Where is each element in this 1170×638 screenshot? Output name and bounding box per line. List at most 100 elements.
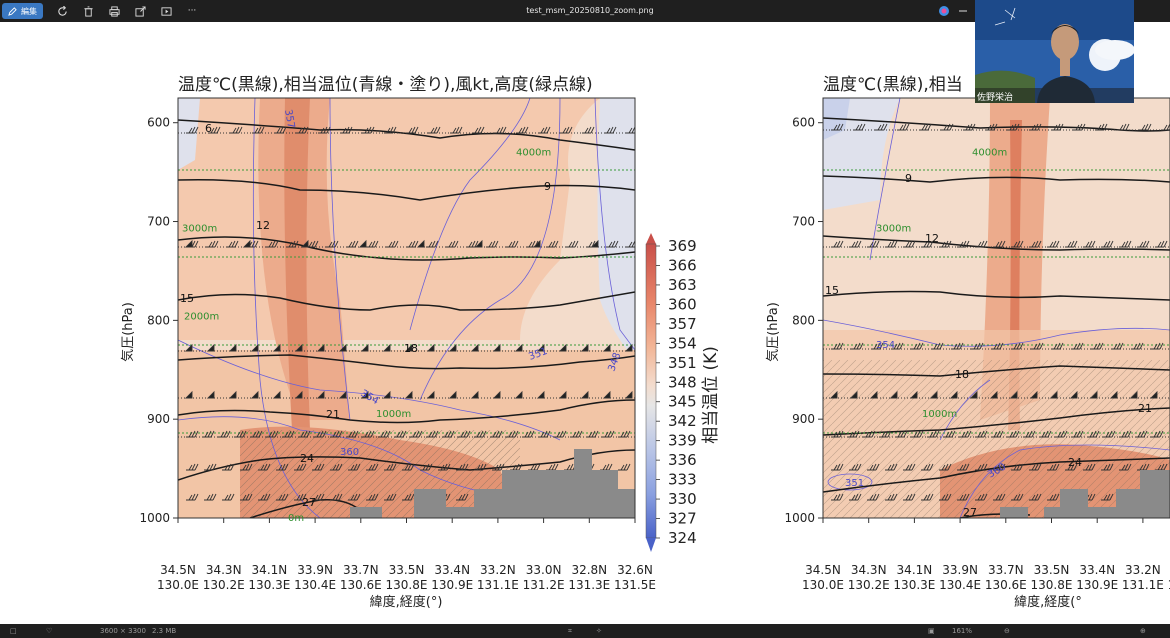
wind-barb [406, 240, 419, 248]
colorbar: 3693663633603573543513483453423393363333… [645, 233, 721, 552]
wind-barb [885, 463, 898, 471]
wind-barb [394, 430, 407, 438]
x-tick-lon: 130.4E [294, 578, 336, 592]
y-tick-label: 700 [147, 215, 170, 229]
wind-barb [847, 430, 860, 438]
adjust-icon[interactable]: ✧ [596, 627, 602, 635]
wind-barb [1071, 430, 1084, 438]
wind-barb [831, 463, 844, 471]
copilot-icon[interactable] [938, 5, 950, 17]
wind-barb [560, 126, 573, 134]
video-call-overlay[interactable]: 佐野栄治 [975, 0, 1134, 103]
wind-barb [626, 126, 635, 134]
wind-barb [991, 430, 1004, 438]
wind-barb [416, 239, 425, 248]
wind-barb [1119, 430, 1132, 438]
wind-barb [346, 240, 359, 248]
favorite-icon[interactable]: ♡ [46, 627, 53, 635]
wind-barb [1129, 390, 1138, 399]
more-icon: ··· [187, 6, 197, 16]
wind-barb [208, 126, 221, 134]
wind-barb [522, 430, 535, 438]
wind-barb [326, 240, 339, 248]
colorbar-tick-label: 324 [668, 529, 697, 547]
share-button[interactable] [129, 0, 151, 22]
wind-barb [582, 126, 595, 134]
x-tick-lat: 34.1N [252, 563, 288, 577]
wind-barb [314, 430, 327, 438]
info-icon[interactable]: □ [10, 627, 17, 635]
wind-barb [316, 343, 325, 352]
y-tick-label: 900 [792, 412, 815, 426]
rotate-button[interactable] [51, 0, 73, 22]
wind-barb [1103, 430, 1116, 438]
wind-barb [330, 493, 343, 501]
theta-fill-cool-corner [178, 98, 200, 170]
wind-barb [386, 240, 399, 248]
wind-barb [911, 430, 924, 438]
minimize-icon[interactable] [958, 6, 968, 16]
more-button[interactable]: ··· [181, 0, 203, 22]
x-tick-lon: 130.9E [1076, 578, 1118, 592]
wind-barb [903, 240, 916, 248]
wind-barb [1029, 493, 1042, 501]
wind-barb [1151, 430, 1164, 438]
wind-barb [624, 390, 633, 399]
slideshow-button[interactable] [155, 0, 177, 22]
wind-barb [470, 390, 479, 399]
wind-barb [312, 493, 325, 501]
wind-barb [991, 342, 1004, 350]
wind-barb [1007, 430, 1020, 438]
x-tick-lon: 130.8E [386, 578, 428, 592]
wind-barb [1055, 430, 1068, 438]
height-line-label: 2000m [184, 311, 219, 322]
zoom-out-icon[interactable]: ⊖ [1004, 627, 1010, 635]
zoom-in-icon[interactable]: ⊕ [1140, 627, 1146, 635]
wind-barb [1011, 463, 1024, 471]
wind-barb [206, 343, 215, 352]
fit-icon[interactable]: ▣ [928, 627, 935, 635]
wind-barb [885, 240, 898, 248]
wind-barb [294, 463, 307, 471]
rotate-icon [57, 5, 67, 16]
wind-barb [474, 430, 487, 438]
x-tick-lon: 130.2E [848, 578, 890, 592]
x-tick-lat: 34.1N [897, 563, 933, 577]
wind-barb [941, 123, 954, 131]
edit-button[interactable]: 編集 [2, 3, 43, 19]
theta-e-label: 357 [282, 109, 296, 130]
wind-barb [895, 430, 908, 438]
delete-button[interactable] [77, 0, 99, 22]
x-axis-right: 34.5N130.0E34.3N130.2E34.1N130.3E33.9N13… [802, 518, 1170, 592]
wind-barb [538, 126, 551, 134]
wind-barb [294, 390, 303, 399]
wind-barb [869, 390, 878, 399]
wind-barb [450, 126, 463, 134]
wind-barb [258, 463, 271, 471]
wind-barb [272, 390, 281, 399]
wind-barb [438, 463, 451, 471]
colorbar-tick-label: 339 [668, 432, 697, 450]
wind-barb [362, 126, 375, 134]
wind-barb [240, 493, 253, 501]
wind-barb [919, 123, 932, 131]
zoom-level[interactable]: 161% [952, 627, 973, 635]
wind-barb [486, 240, 499, 248]
wind-barb [446, 240, 459, 248]
y-axis-title-right: 気圧(hPa) [765, 302, 781, 362]
wind-barb [885, 493, 898, 501]
wind-barb [186, 430, 199, 438]
y-axis-title: 気圧(hPa) [120, 302, 136, 362]
wind-barb [1119, 240, 1132, 248]
wind-barb [939, 240, 952, 248]
colorbar-tick-label: 330 [668, 490, 697, 508]
wind-barb [1109, 390, 1118, 399]
crop-icon[interactable]: ⌗ [568, 627, 572, 635]
wind-barb [921, 240, 934, 248]
print-button[interactable] [103, 0, 125, 22]
colorbar-tick-label: 360 [668, 295, 697, 313]
wind-barb [456, 493, 469, 501]
wind-barb [330, 463, 343, 471]
wind-barb [360, 343, 369, 352]
wind-barb [963, 123, 976, 131]
